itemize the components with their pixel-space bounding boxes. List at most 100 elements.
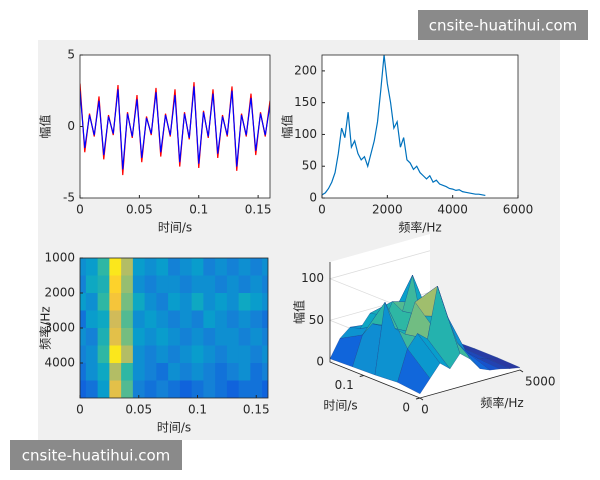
heat-cell [262, 328, 268, 346]
heat-cell [156, 380, 169, 398]
heat-cell [97, 310, 110, 329]
x-tick-label: 0.05 [125, 403, 152, 417]
heat-cell [226, 363, 240, 381]
heat-cell [226, 275, 240, 294]
heat-cell [121, 345, 134, 364]
heat-cell [215, 363, 228, 381]
heat-cell [262, 345, 268, 364]
heat-cell [250, 293, 263, 311]
heat-cell [85, 310, 99, 329]
heat-cell [203, 293, 216, 311]
heat-cell [97, 363, 110, 381]
heat-cell [250, 328, 263, 346]
series-line [322, 55, 486, 197]
x-axis-label: 频率/Hz [480, 395, 523, 410]
axes-frame [321, 54, 519, 199]
y-tick-label: 0 [402, 401, 410, 415]
heat-cell [132, 380, 146, 398]
heat-cell [179, 363, 193, 381]
heat-cell [156, 363, 169, 381]
heat-cell [203, 310, 216, 329]
heat-cell [121, 293, 134, 311]
y-tick-label: 0.1 [335, 378, 354, 392]
x-tick-label: 0.15 [245, 203, 272, 217]
heat-cell [250, 275, 263, 294]
heat-cell [85, 275, 99, 294]
heat-cell [250, 363, 263, 381]
heat-cell [215, 380, 228, 398]
heat-cell [250, 258, 263, 276]
x-tick-label: 0 [318, 203, 326, 217]
heat-cell [215, 275, 228, 294]
heat-cell [179, 310, 193, 329]
heat-cell [262, 293, 268, 311]
z-tick-label: 0 [316, 355, 324, 369]
heat-cell [132, 275, 146, 294]
heat-cell [132, 345, 146, 364]
heat-cell [109, 275, 122, 294]
heat-cell [121, 275, 134, 294]
heat-cell [132, 310, 146, 329]
heat-cell [80, 275, 87, 294]
heat-cell [168, 328, 181, 346]
y-axis-label: 幅值 [38, 114, 53, 138]
z-tick-label: 50 [309, 313, 324, 327]
heat-cell [215, 310, 228, 329]
heat-cell [109, 258, 122, 276]
heat-cell [203, 380, 216, 398]
y-tick-label: 0 [309, 191, 317, 205]
heat-cell [191, 310, 204, 329]
heat-cell [109, 328, 122, 346]
heat-cell [168, 275, 181, 294]
y-tick-label: 3000 [44, 321, 75, 335]
heat-cell [226, 310, 240, 329]
heat-cell [191, 363, 204, 381]
heat-cell [250, 345, 263, 364]
y-axis-label: 频率/Hz [38, 306, 53, 349]
heat-cell [168, 363, 181, 381]
plot-content [80, 82, 270, 176]
x-axis-label: 频率/Hz [398, 220, 441, 235]
heat-cell [80, 380, 87, 398]
heat-cell [121, 380, 134, 398]
heat-cell [226, 345, 240, 364]
x-tick-label: 5000 [525, 375, 556, 389]
heat-cell [238, 345, 251, 364]
heat-cell [226, 328, 240, 346]
series-line [80, 86, 270, 170]
heat-cell [203, 363, 216, 381]
x-tick-label: 0 [76, 403, 84, 417]
heat-cell [238, 363, 251, 381]
heat-cell [85, 328, 99, 346]
heat-cell [262, 310, 268, 329]
heat-cell [262, 380, 268, 398]
heat-cell [85, 258, 99, 276]
heat-cell [191, 345, 204, 364]
heat-cell [238, 380, 251, 398]
heat-cell [191, 293, 204, 311]
x-tick-label: 0 [76, 203, 84, 217]
heat-cell [144, 258, 157, 276]
heat-cell [262, 258, 268, 276]
heat-cell [238, 275, 251, 294]
y-tick-label: -5 [63, 191, 75, 205]
heat-cell [191, 328, 204, 346]
heat-cell [156, 275, 169, 294]
watermark: cnsite-huatihui.com [429, 17, 578, 35]
heat-cell [156, 345, 169, 364]
heat-cell [156, 293, 169, 311]
watermark-box [10, 440, 182, 470]
heat-cell [85, 345, 99, 364]
heat-cell [97, 380, 110, 398]
plot-content [80, 258, 268, 398]
heat-cell [85, 363, 99, 381]
heat-cell [144, 310, 157, 329]
heat-cell [168, 293, 181, 311]
heat-cell [203, 275, 216, 294]
heat-cell [144, 345, 157, 364]
x-tick-label: 2000 [372, 203, 403, 217]
heat-cell [179, 293, 193, 311]
plot-area [80, 55, 270, 198]
y-axis-label: 时间/s [323, 399, 357, 413]
y-tick-label: 2000 [44, 286, 75, 300]
